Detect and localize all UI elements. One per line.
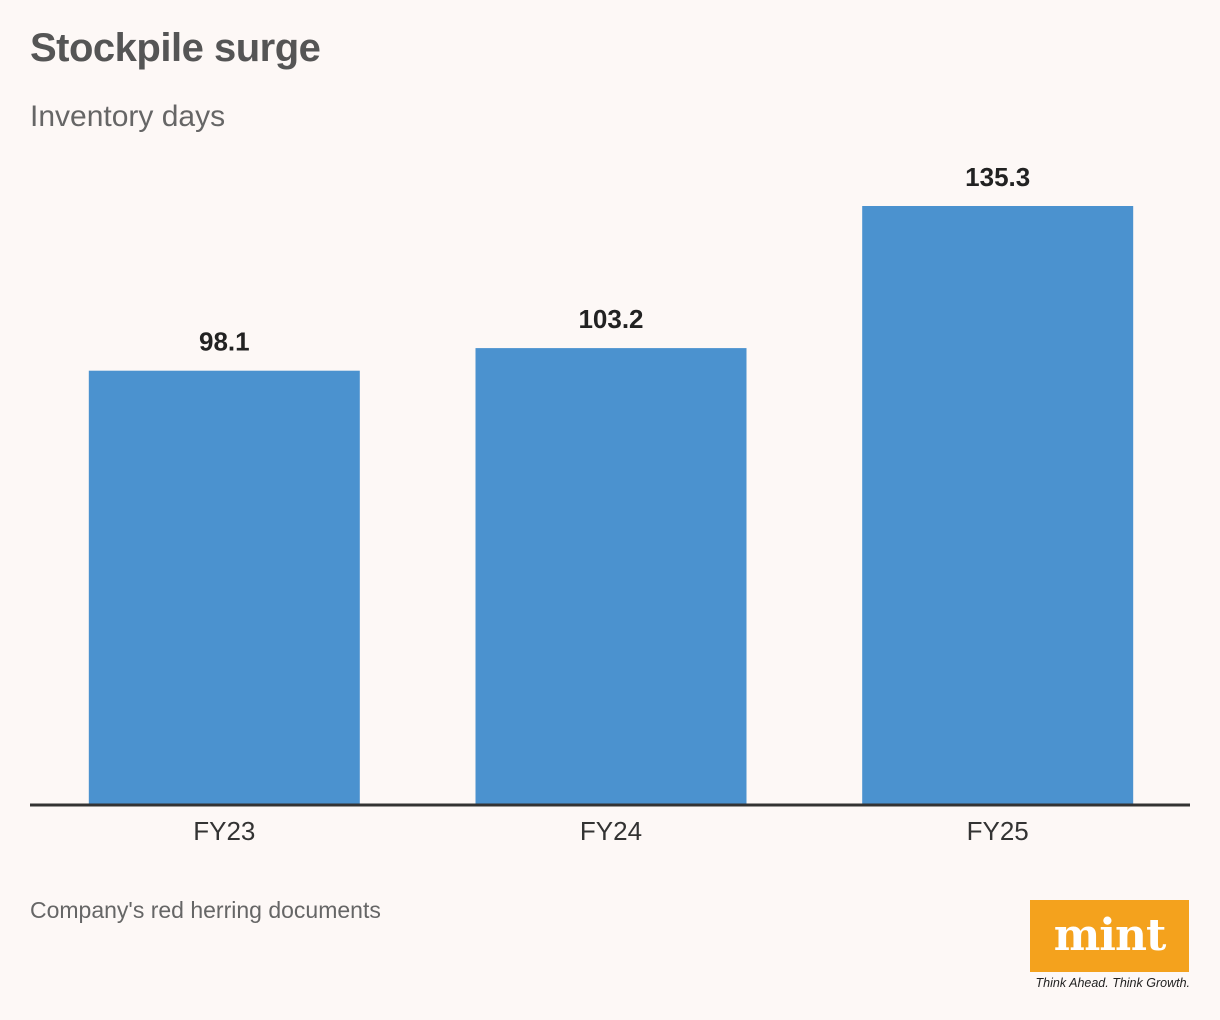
- bar-fy25: [862, 206, 1134, 805]
- value-labels-group: 98.1 103.2 135.3: [199, 162, 1030, 357]
- value-label-fy24: 103.2: [578, 304, 643, 334]
- logo-text: mint: [1053, 910, 1167, 961]
- x-tick-label-fy23: FY23: [193, 816, 255, 846]
- bar-fy23: [88, 370, 360, 805]
- x-tick-label-fy25: FY25: [967, 816, 1029, 846]
- mint-logo: mint: [1030, 900, 1189, 972]
- x-tick-label-fy24: FY24: [580, 816, 642, 846]
- value-label-fy25: 135.3: [965, 162, 1030, 192]
- chart-subtitle: Inventory days: [30, 100, 226, 133]
- x-tick-labels-group: FY23 FY24 FY25: [193, 816, 1029, 846]
- bars-group: [88, 206, 1134, 805]
- bar-fy24: [475, 348, 747, 805]
- source-note: Company's red herring documents: [30, 897, 381, 923]
- logo-tagline: Think Ahead. Think Growth.: [1035, 976, 1190, 990]
- value-label-fy23: 98.1: [199, 327, 250, 357]
- chart-title: Stockpile surge: [30, 26, 321, 70]
